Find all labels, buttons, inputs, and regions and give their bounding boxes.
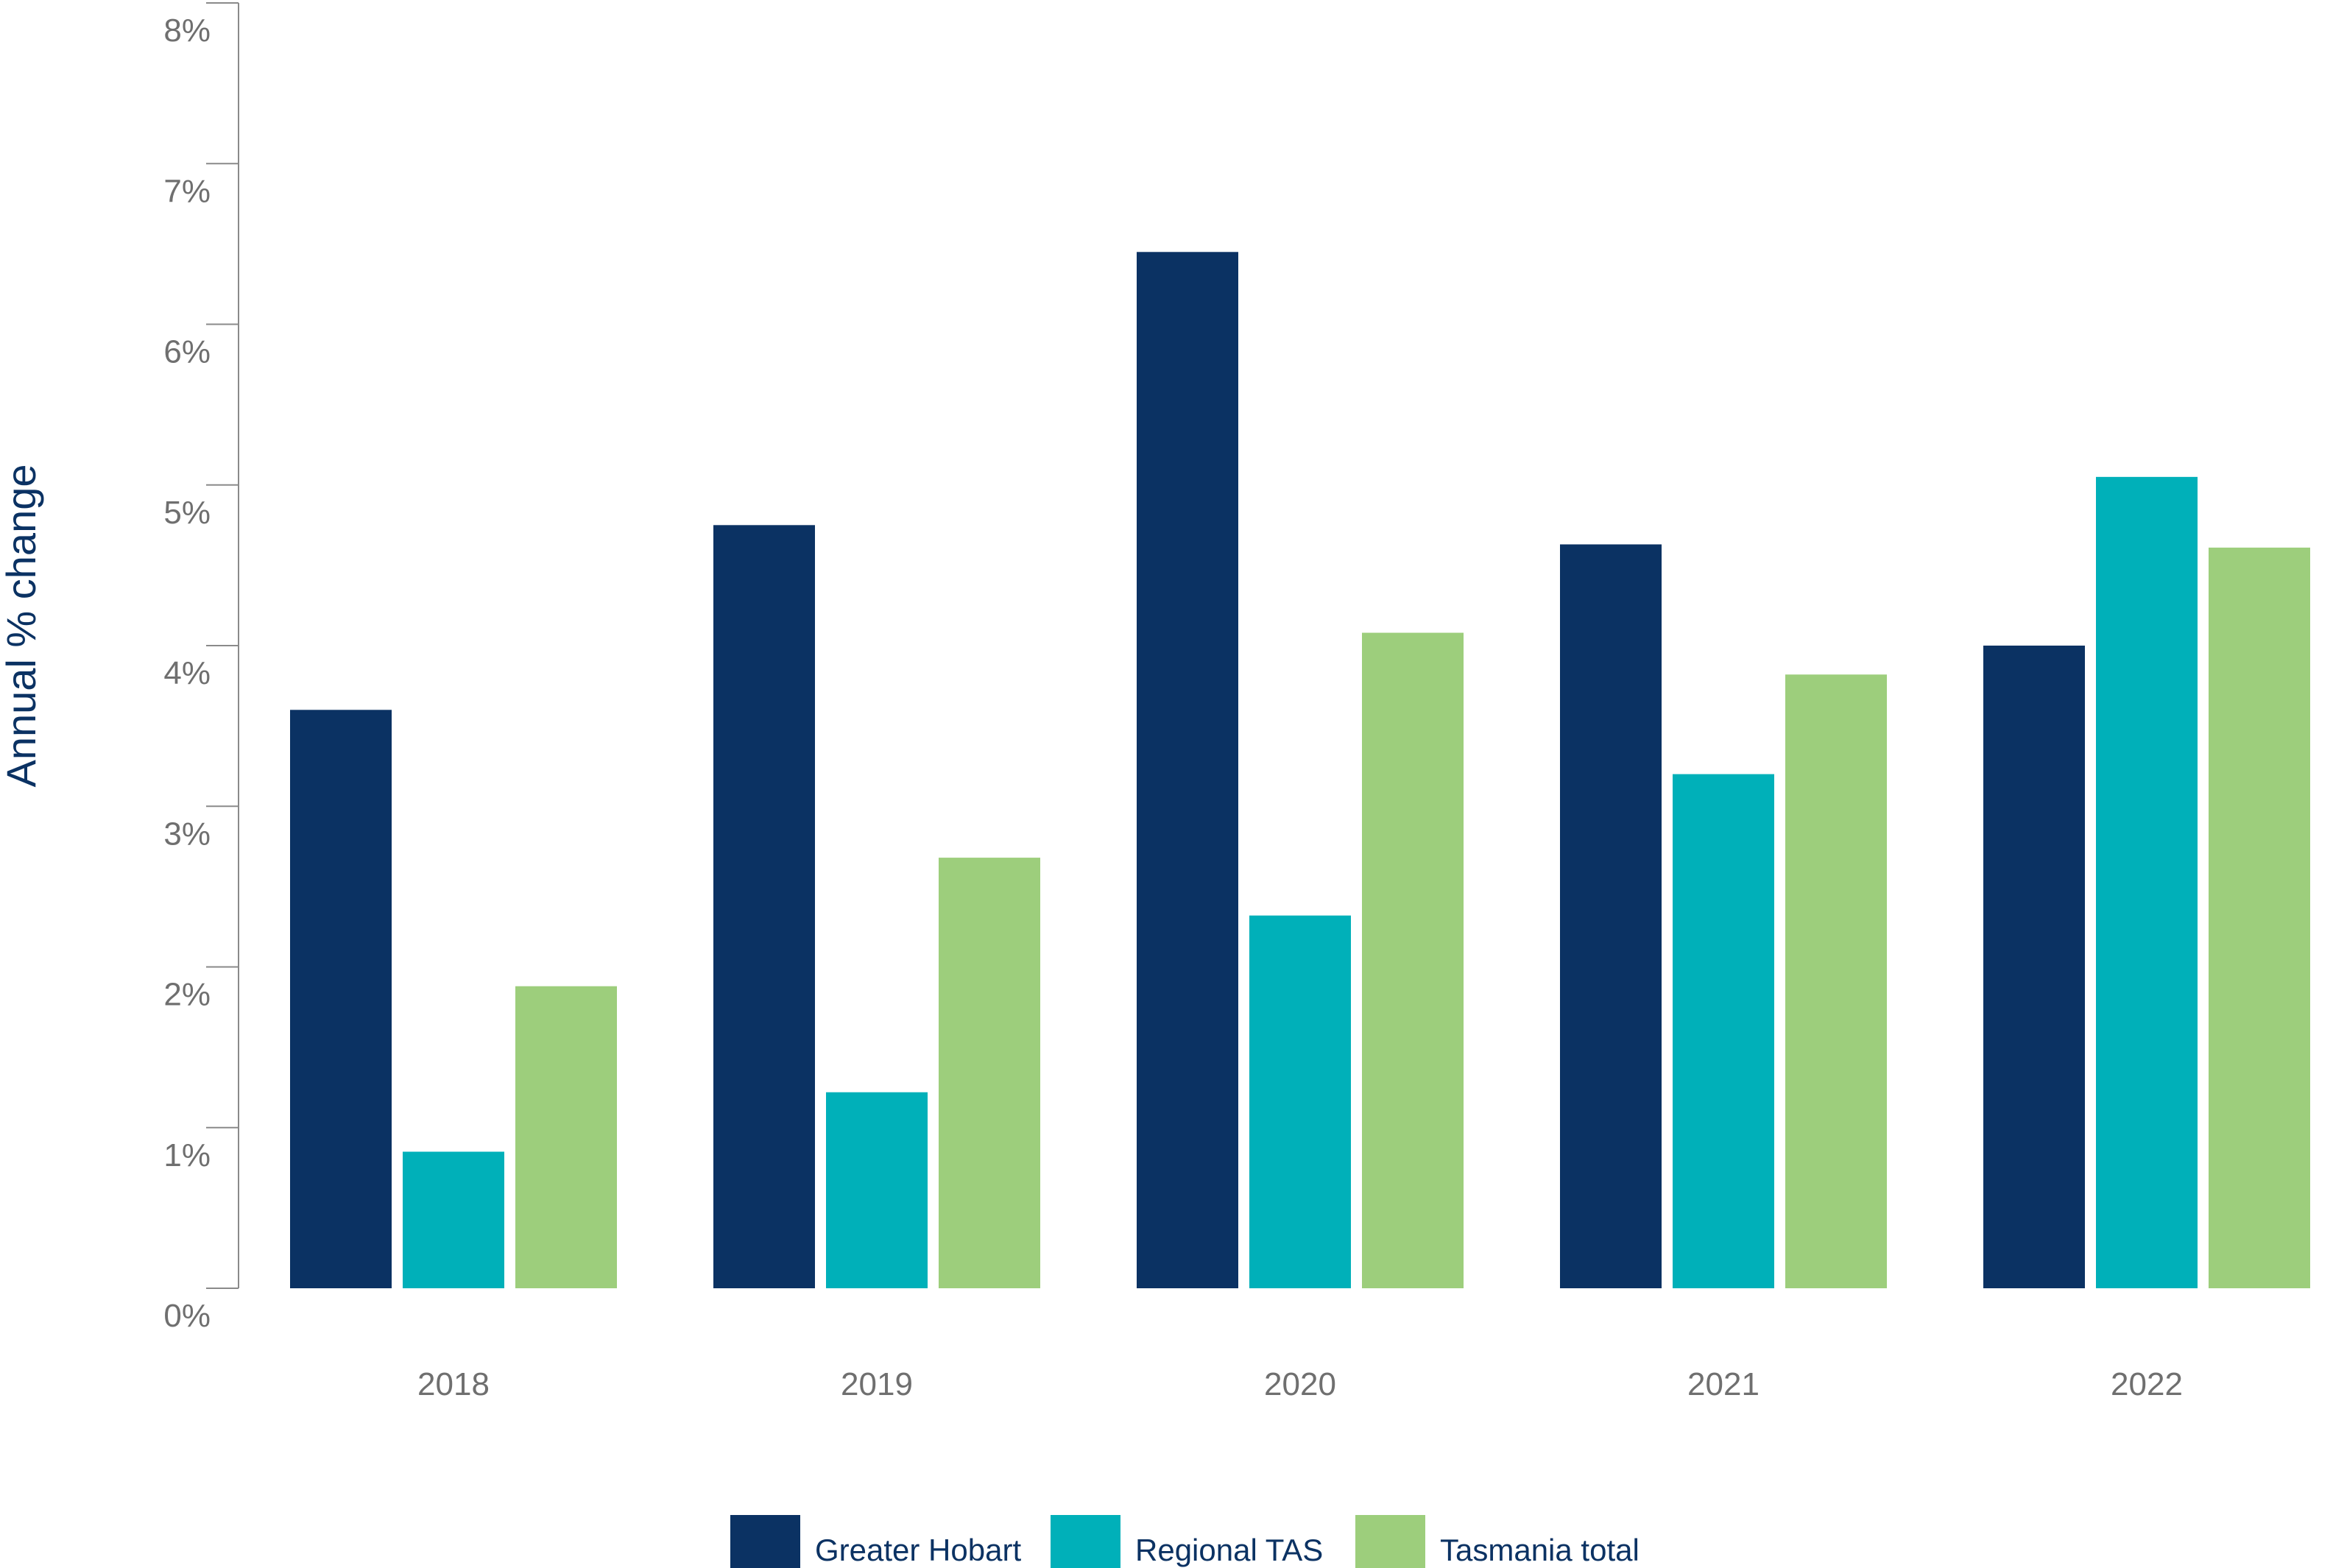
bars-group: [290, 252, 2310, 1289]
x-tick-label: 2020: [1264, 1366, 1336, 1402]
y-tick-label: 3%: [163, 816, 211, 852]
y-tick-label: 0%: [163, 1298, 211, 1334]
bar-greater-hobart-2021: [1560, 544, 1662, 1288]
legend-label: Tasmania total: [1440, 1533, 1640, 1567]
bar-regional-tas-2020: [1249, 915, 1351, 1288]
bar-greater-hobart-2018: [290, 710, 392, 1288]
x-axis-labels: 2018 2019 2020 2021 2022: [417, 1366, 2183, 1402]
y-axis-label: Annual % change: [0, 464, 44, 787]
y-tick-label: 4%: [163, 655, 211, 691]
bar-regional-tas-2018: [403, 1151, 504, 1288]
bar-greater-hobart-2020: [1137, 252, 1238, 1289]
bar-tasmania-total-2020: [1362, 632, 1464, 1288]
x-tick-label: 2022: [2111, 1366, 2183, 1402]
bar-tasmania-total-2018: [515, 986, 617, 1288]
y-tick-label: 6%: [163, 334, 211, 370]
bar-tasmania-total-2021: [1785, 674, 1887, 1288]
bar-tasmania-total-2022: [2209, 547, 2310, 1288]
y-axis-ticks: 0% 1% 2% 3% 4% 5% 6% 7% 8%: [163, 2, 239, 1334]
legend-swatch: [730, 1515, 800, 1568]
legend: Greater Hobart Regional TAS Tasmania total: [730, 1515, 1640, 1568]
bar-regional-tas-2021: [1673, 774, 1774, 1288]
x-tick-label: 2019: [841, 1366, 913, 1402]
legend-swatch: [1051, 1515, 1120, 1568]
x-tick-label: 2021: [1687, 1366, 1760, 1402]
y-tick-label: 1%: [163, 1137, 211, 1173]
bar-regional-tas-2019: [826, 1092, 928, 1288]
y-tick-label: 5%: [163, 495, 211, 531]
legend-label: Regional TAS: [1135, 1533, 1323, 1567]
y-tick-label: 7%: [163, 173, 211, 209]
y-tick-label: 8%: [163, 13, 211, 49]
y-tick-label: 2%: [163, 977, 211, 1013]
legend-swatch: [1355, 1515, 1425, 1568]
legend-label: Greater Hobart: [815, 1533, 1021, 1567]
bar-regional-tas-2022: [2096, 476, 2198, 1288]
bar-tasmania-total-2019: [939, 858, 1040, 1288]
bar-greater-hobart-2022: [1983, 646, 2085, 1288]
x-tick-label: 2018: [417, 1366, 490, 1402]
bar-greater-hobart-2019: [713, 525, 815, 1288]
